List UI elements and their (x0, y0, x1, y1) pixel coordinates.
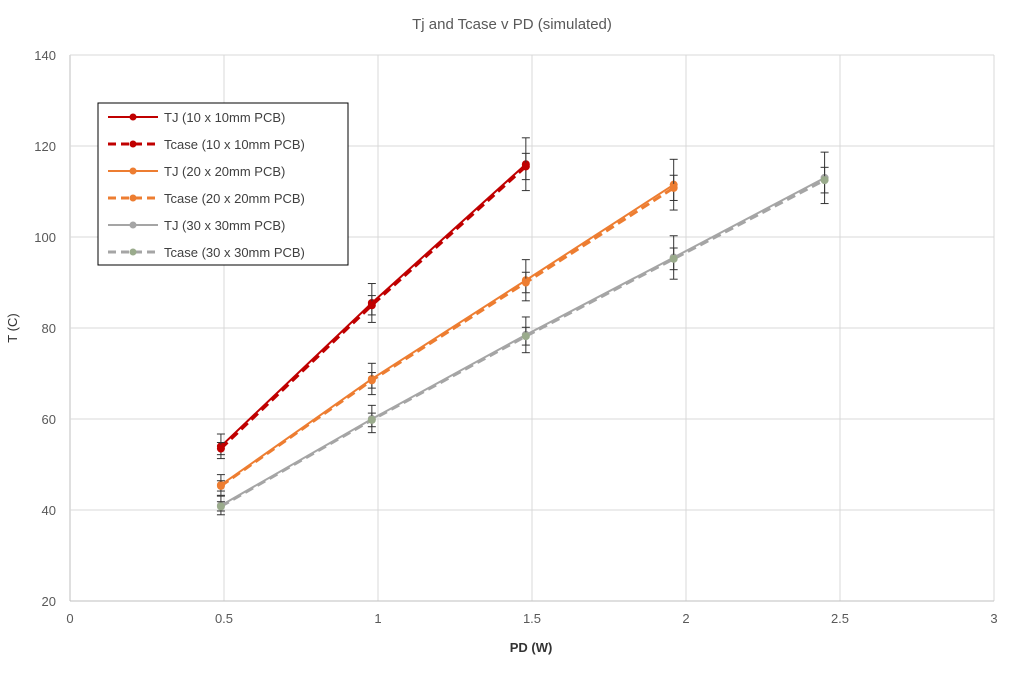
data-point (216, 502, 225, 511)
x-tick-label: 2.5 (831, 611, 849, 626)
data-point (669, 254, 678, 263)
x-axis-label: PD (W) (510, 640, 553, 655)
legend-box (97, 102, 349, 266)
legend-marker (129, 113, 137, 121)
y-tick-label: 100 (34, 230, 56, 245)
y-tick-label: 60 (42, 412, 56, 427)
legend-label: TJ (30 x 30mm PCB) (164, 218, 285, 233)
series-line (220, 178, 826, 508)
data-point (367, 376, 376, 385)
x-tick-label: 2 (682, 611, 689, 626)
y-axis-label: T (C) (5, 313, 20, 342)
data-point (521, 162, 530, 171)
legend-label: TJ (20 x 20mm PCB) (164, 164, 285, 179)
x-tick-label: 3 (990, 611, 997, 626)
y-tick-label: 140 (34, 48, 56, 63)
x-tick-label: 0.5 (215, 611, 233, 626)
legend-marker (129, 194, 137, 202)
x-tick-label: 0 (66, 611, 73, 626)
legend-marker (129, 248, 137, 256)
y-tick-label: 20 (42, 594, 56, 609)
chart-title: Tj and Tcase v PD (simulated) (412, 16, 612, 33)
y-tick-label: 40 (42, 503, 56, 518)
data-point (521, 278, 530, 287)
legend-marker (129, 167, 137, 175)
y-tick-label: 120 (34, 139, 56, 154)
data-point (521, 332, 530, 341)
x-tick-label: 1 (374, 611, 381, 626)
legend-label: Tcase (20 x 20mm PCB) (164, 191, 305, 206)
data-point (669, 183, 678, 192)
data-point (216, 444, 225, 453)
data-point (367, 301, 376, 310)
legend-marker (129, 221, 137, 229)
series-line (220, 186, 675, 488)
legend-marker (129, 140, 137, 148)
legend-label: Tcase (30 x 30mm PCB) (164, 245, 305, 260)
data-point (820, 176, 829, 185)
data-point (216, 481, 225, 490)
legend-label: Tcase (10 x 10mm PCB) (164, 137, 305, 152)
x-tick-label: 1.5 (523, 611, 541, 626)
data-point (367, 415, 376, 424)
legend: TJ (10 x 10mm PCB) Tcase (10 x 10mm PCB) T… (97, 102, 349, 266)
legend-label: TJ (10 x 10mm PCB) (164, 110, 285, 125)
y-tick-label: 80 (42, 321, 56, 336)
